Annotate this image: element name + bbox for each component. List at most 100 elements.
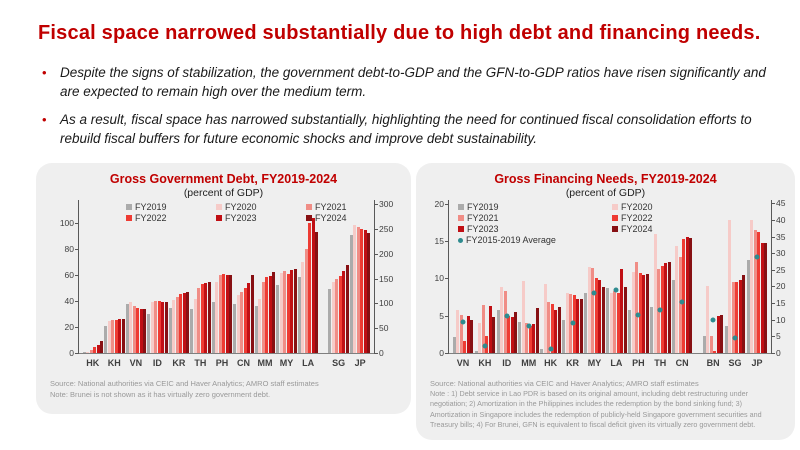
y-axis-right-tick-30: 30 (771, 248, 800, 258)
bar-KH-FY2023 (488, 305, 492, 353)
bar-CN-FY2021 (678, 256, 682, 353)
legend-swatch-icon (126, 204, 132, 210)
bar-CN-FY2020 (236, 294, 240, 353)
legend-label: FY2015-2019 Average (466, 235, 556, 245)
bar-KH-FY2021 (111, 319, 115, 353)
legend-swatch-icon (216, 215, 222, 221)
bar-VN-FY2020 (456, 310, 460, 353)
y-axis-left-tick-5: 5 (418, 311, 449, 321)
bar-LA-FY2020 (609, 293, 613, 353)
avg-marker-ID (504, 313, 510, 319)
bar-CN-FY2024 (689, 238, 693, 353)
avg-marker-MY (591, 290, 597, 296)
bar-KH-FY2021 (481, 304, 485, 353)
legend-swatch-icon (612, 215, 618, 221)
bar-SG-FY2022 (735, 282, 739, 353)
bar-TH-FY2020 (653, 233, 657, 353)
bar-HK-FY2022 (93, 347, 97, 353)
bar-ID-FY2021 (154, 300, 158, 353)
bar-JP-FY2019 (746, 259, 750, 353)
legend-item-FY2019: FY2019 (458, 202, 596, 212)
bar-group-CN: CN (671, 200, 693, 368)
chart-legend: FY2019 FY2020 FY2021 FY2022 FY2023 FY2024 (126, 202, 380, 223)
bar-CN-FY2023 (685, 236, 689, 353)
bar-KR-FY2024 (186, 292, 190, 353)
bar-group-SG: SG (328, 200, 350, 368)
bar-JP-FY2020 (750, 219, 754, 353)
bar-MY-FY2022 (594, 278, 598, 353)
bar-MY-FY2021 (591, 267, 595, 353)
y-axis-left-tick-20: 20 (418, 199, 449, 209)
x-label-KR: KR (566, 358, 580, 368)
bar-HK-FY2020 (543, 284, 547, 353)
bar-group-JP: JP (349, 200, 371, 368)
bar-KR-FY2024 (579, 299, 583, 353)
bar-MM-FY2019 (254, 306, 258, 353)
y-axis-left-tick-100: 100 (48, 218, 79, 228)
y-axis-left-tick-20: 20 (48, 322, 79, 332)
bar-group-ID: ID (147, 200, 169, 368)
x-label-CN: CN (675, 358, 689, 368)
x-label-LA: LA (610, 358, 623, 368)
bar-LA-FY2022 (616, 292, 620, 353)
x-label-SG: SG (728, 358, 742, 368)
bullet-list: • Despite the signs of stabilization, th… (42, 64, 777, 158)
bar-LA-FY2023 (620, 269, 624, 353)
bar-SG-FY2021 (731, 281, 735, 353)
x-label-SG: SG (332, 358, 346, 368)
avg-marker-JP (754, 254, 760, 260)
bars-row: HK KH VN ID KR TH PH CN MM MY LA SG JP (79, 200, 374, 368)
bar-group-KH: KH (104, 200, 126, 368)
y-axis-right-tick-35: 35 (771, 232, 800, 242)
bar-HK-FY2021 (89, 350, 93, 353)
bar-TH-FY2024 (667, 261, 671, 353)
y-axis-right-tick-45: 45 (771, 198, 800, 208)
bar-LA-FY2024 (315, 232, 319, 353)
x-label-KR: KR (172, 358, 186, 368)
bullet-item: • Despite the signs of stabilization, th… (42, 64, 777, 102)
bar-KH-FY2024 (492, 317, 496, 353)
avg-marker-KR (570, 320, 576, 326)
x-label-LA: LA (302, 358, 315, 368)
bar-MM-FY2020 (521, 280, 525, 353)
bar-MY-FY2023 (598, 279, 602, 353)
bar-KH-FY2020 (107, 321, 111, 353)
x-label-MM: MM (257, 358, 273, 368)
x-label-VN: VN (129, 358, 143, 368)
y-axis-right-tick-15: 15 (771, 298, 800, 308)
legend-swatch-icon (306, 215, 312, 221)
legend-swatch-icon (612, 226, 618, 232)
bar-JP-FY2021 (753, 229, 757, 353)
y-axis-right-tick-0: 0 (771, 348, 800, 358)
legend-label: FY2022 (621, 213, 653, 223)
bar-KR-FY2021 (175, 296, 179, 353)
x-label-KH: KH (107, 358, 121, 368)
legend-label: FY2024 (315, 213, 347, 223)
legend-label: FY2020 (621, 202, 653, 212)
x-label-MY: MY (587, 358, 602, 368)
chart-plot-area: 0 5 10 15 20 0 5 10 15 20 25 30 35 40 45 VN KH ID MM HK KR MY… (435, 198, 786, 368)
bar-HK-FY2019 (540, 348, 544, 353)
bullet-text: Despite the signs of stabilization, the … (60, 65, 766, 99)
bar-KH-FY2024 (121, 318, 125, 353)
avg-marker-SG (732, 335, 738, 341)
y-axis-left-tick-60: 60 (48, 270, 79, 280)
bars-row: VN KH ID MM HK KR MY LA PH TH CN BN SG JP (449, 200, 771, 368)
bar-PH-FY2020 (631, 271, 635, 353)
bar-TH-FY2020 (193, 298, 197, 353)
bar-VN-FY2024 (470, 320, 474, 353)
bar-group-PH: PH (627, 200, 649, 368)
bar-LA-FY2024 (623, 286, 627, 353)
bar-group-TH: TH (649, 200, 671, 368)
bar-MM-FY2023 (532, 323, 536, 353)
legend-item-FY2019: FY2019 (126, 202, 200, 212)
bar-HK-FY2023 (554, 309, 558, 353)
y-axis-right-tick-5: 5 (771, 331, 800, 341)
bar-KR-FY2019 (562, 320, 566, 353)
legend-swatch-icon (458, 215, 464, 221)
bar-PH-FY2023 (642, 275, 646, 353)
bar-KR-FY2020 (565, 293, 569, 353)
y-axis-right-tick-20: 20 (771, 281, 800, 291)
bullet-marker-icon: • (42, 65, 47, 80)
